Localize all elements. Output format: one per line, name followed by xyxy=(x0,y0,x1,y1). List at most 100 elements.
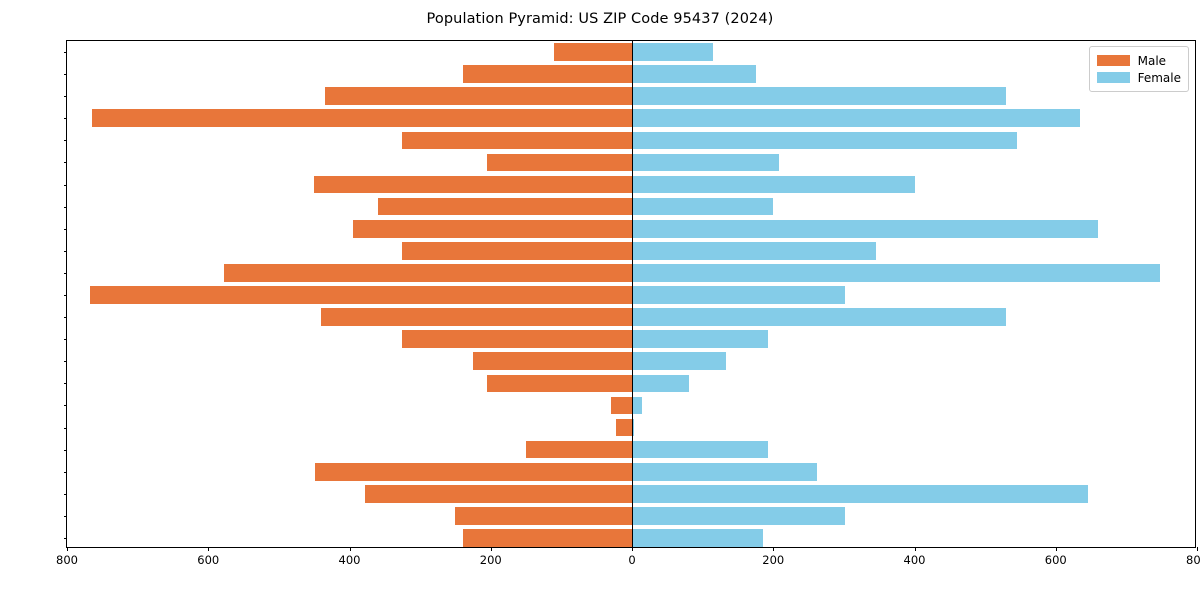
bar-row xyxy=(67,151,1195,173)
x-tick-mark xyxy=(1055,547,1057,551)
bar-row xyxy=(67,262,1195,284)
x-tick-mark xyxy=(490,547,492,551)
plot-inner xyxy=(67,41,1195,547)
x-tick-label: 800 xyxy=(1186,553,1200,567)
x-tick-mark xyxy=(349,547,351,551)
bar-male-35-39 xyxy=(321,308,632,326)
bar-row xyxy=(67,85,1195,107)
bar-row xyxy=(67,107,1195,129)
bar-female-55-59 xyxy=(632,219,1099,238)
y-tick-mark xyxy=(63,471,67,473)
x-tick-label: 600 xyxy=(1044,553,1067,567)
y-tick-mark xyxy=(63,295,67,296)
x-tick-mark xyxy=(1197,547,1198,551)
bar-row xyxy=(67,41,1195,63)
bar-female-45-49 xyxy=(632,264,1161,282)
x-tick-label: 200 xyxy=(762,553,785,567)
bar-row xyxy=(67,63,1195,85)
bar-female-67-69 xyxy=(632,131,1017,150)
bar-male-70-74 xyxy=(91,109,632,128)
y-tick-mark xyxy=(63,449,67,451)
bar-male-30-34 xyxy=(402,330,632,348)
legend-swatch-female-icon xyxy=(1096,72,1130,83)
bar-row xyxy=(67,483,1195,505)
bar-female-18-19 xyxy=(632,440,769,459)
bar-female-20 xyxy=(632,418,635,437)
bar-female-50-54 xyxy=(632,241,876,260)
bar-female-85- xyxy=(632,43,714,61)
y-tick-mark xyxy=(63,515,67,517)
x-tick-mark xyxy=(632,547,633,551)
y-tick-mark xyxy=(63,228,67,230)
legend-swatch-male-icon xyxy=(1096,55,1130,66)
y-tick-mark xyxy=(63,118,67,120)
bar-male-75-79 xyxy=(324,87,632,106)
bar-male-80-84 xyxy=(462,65,632,83)
legend-label-male: Male xyxy=(1137,53,1167,68)
bar-female-under-5 xyxy=(632,529,764,547)
bar-female-62-64 xyxy=(632,175,915,194)
bar-row xyxy=(67,505,1195,527)
legend-item-female: Female xyxy=(1096,69,1181,86)
bar-female-80-84 xyxy=(632,65,756,83)
bar-male-21 xyxy=(610,396,632,415)
bar-row xyxy=(67,129,1195,151)
bar-female-40-44 xyxy=(632,286,846,304)
bar-male-55-59 xyxy=(353,219,632,238)
bar-female-21 xyxy=(632,396,642,415)
y-tick-mark xyxy=(63,96,67,98)
bar-male-under-5 xyxy=(462,529,632,547)
x-tick-label: 600 xyxy=(197,553,220,567)
legend-item-male: Male xyxy=(1096,52,1181,69)
bar-row xyxy=(67,527,1195,549)
y-tick-mark xyxy=(63,272,67,274)
bar-female-25-29 xyxy=(632,352,726,371)
bar-female-10-14 xyxy=(632,484,1088,503)
y-tick-mark xyxy=(63,250,67,252)
x-tick-mark xyxy=(914,547,916,551)
x-tick-mark xyxy=(67,547,68,551)
y-tick-mark xyxy=(63,206,67,208)
bar-male-62-64 xyxy=(314,175,632,194)
bar-row xyxy=(67,416,1195,438)
y-tick-mark xyxy=(63,361,67,363)
x-tick-mark xyxy=(208,547,210,551)
bar-male-40-44 xyxy=(89,286,632,304)
bar-row xyxy=(67,240,1195,262)
bar-male-10-14 xyxy=(365,484,632,503)
y-tick-mark xyxy=(63,74,67,76)
x-tick-label: 400 xyxy=(338,553,361,567)
y-tick-mark xyxy=(63,140,67,142)
bar-male-18-19 xyxy=(526,440,632,459)
bar-male-65-66 xyxy=(487,153,632,172)
bar-male-22-24 xyxy=(487,374,632,393)
bar-female-5-9 xyxy=(632,507,846,525)
x-tick-label: 400 xyxy=(903,553,926,567)
chart-legend: Male Female xyxy=(1088,46,1189,92)
legend-label-female: Female xyxy=(1137,70,1181,85)
bar-female-70-74 xyxy=(632,109,1081,128)
bar-male-67-69 xyxy=(402,131,632,150)
y-tick-mark xyxy=(63,383,67,385)
x-tick-label: 800 xyxy=(56,553,78,567)
y-tick-mark xyxy=(63,427,67,429)
zero-axis-line xyxy=(632,41,633,547)
bar-male-45-49 xyxy=(223,264,632,282)
bar-female-15-17 xyxy=(632,462,818,481)
bar-male-20 xyxy=(616,418,632,437)
y-tick-mark xyxy=(63,493,67,495)
y-tick-mark xyxy=(63,339,67,341)
bar-male-25-29 xyxy=(473,352,632,371)
chart-title: Population Pyramid: US ZIP Code 95437 (2… xyxy=(426,11,774,27)
bar-row xyxy=(67,196,1195,218)
x-tick-label: 200 xyxy=(479,553,502,567)
bar-row xyxy=(67,174,1195,196)
bar-male-60-61 xyxy=(377,197,632,216)
bar-female-22-24 xyxy=(632,374,689,393)
y-tick-mark xyxy=(63,537,67,539)
bar-female-75-79 xyxy=(632,87,1007,106)
bar-row xyxy=(67,439,1195,461)
y-tick-mark xyxy=(63,52,67,54)
bar-row xyxy=(67,328,1195,350)
